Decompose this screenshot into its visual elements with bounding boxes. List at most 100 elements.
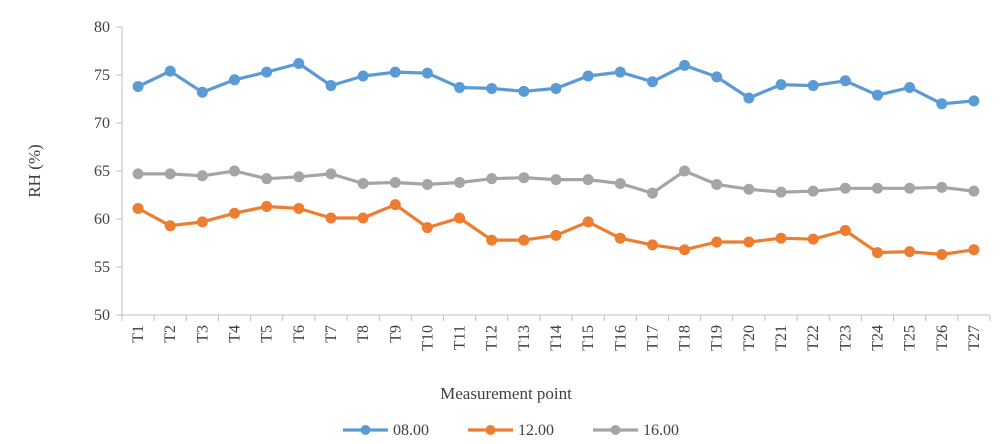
x-tick-label: T12 [484, 325, 501, 351]
data-point [775, 186, 787, 198]
data-point [421, 67, 433, 79]
legend-swatch-marker [360, 425, 371, 435]
data-point [196, 216, 208, 228]
data-point [582, 216, 594, 228]
x-axis-title: Measurement point [440, 384, 572, 403]
data-point [936, 181, 948, 193]
data-point [389, 66, 401, 78]
x-axis: T1 T2 T3 T4 T5 T6 T7 T8 T9 T10 T11 T12 T13 T14 T15 T16 T… [121, 314, 991, 351]
x-tick-label: T11 [452, 325, 469, 350]
data-point [871, 247, 883, 259]
data-point [582, 70, 594, 82]
data-point [904, 246, 916, 258]
x-tick-label: T17 [644, 325, 661, 351]
data-point [582, 174, 594, 186]
series-16.00 [132, 165, 980, 199]
data-point [261, 173, 273, 185]
x-tick-label: T1 [130, 325, 147, 343]
data-point [486, 82, 498, 94]
x-tick-label: T5 [259, 325, 276, 343]
x-tick-label: T6 [291, 325, 308, 343]
data-point [132, 81, 144, 93]
data-point [132, 168, 144, 180]
data-point [293, 171, 305, 183]
data-point [936, 98, 948, 110]
x-tick-label: T2 [162, 325, 179, 343]
x-tick-label: T16 [612, 325, 629, 351]
x-tick-label: T3 [194, 325, 211, 343]
legend-label: 12.00 [518, 422, 554, 439]
data-point [871, 182, 883, 194]
data-point [421, 222, 433, 234]
x-tick-label: T15 [580, 325, 597, 351]
y-tick-label: 80 [94, 19, 110, 36]
data-point [614, 66, 626, 78]
data-point [743, 92, 755, 104]
y-tick-label: 75 [94, 67, 110, 84]
x-tick-label: T20 [741, 325, 758, 351]
x-tick-label: T25 [902, 325, 919, 351]
x-tick-label: T24 [869, 325, 886, 351]
data-point [968, 244, 980, 256]
data-point [454, 177, 466, 189]
data-point [486, 234, 498, 246]
data-point [518, 234, 530, 246]
legend-label: 16.00 [643, 422, 679, 439]
data-point [357, 177, 369, 189]
data-point [550, 174, 562, 186]
data-point [936, 249, 948, 261]
y-tick-label: 50 [94, 307, 110, 324]
data-point [807, 80, 819, 92]
data-point [196, 86, 208, 98]
data-point [807, 233, 819, 245]
data-point [839, 225, 851, 237]
data-point [550, 82, 562, 94]
series-layer [132, 57, 980, 261]
series-12.00 [132, 199, 980, 261]
data-point [293, 202, 305, 214]
legend: 08.00 12.00 16.00 [343, 422, 679, 439]
data-point [743, 236, 755, 248]
x-tick-label: T8 [355, 325, 372, 343]
data-point [968, 95, 980, 107]
legend-item: 08.00 [343, 422, 429, 439]
data-point [261, 201, 273, 213]
data-point [743, 183, 755, 195]
data-point [711, 236, 723, 248]
data-point [807, 185, 819, 197]
data-point [454, 81, 466, 93]
legend-item: 12.00 [468, 422, 554, 439]
y-tick-label: 60 [94, 211, 110, 228]
data-point [614, 177, 626, 189]
data-point [679, 59, 691, 71]
data-point [325, 168, 337, 180]
x-tick-label: T19 [709, 325, 726, 351]
data-point [325, 80, 337, 92]
legend-label: 08.00 [393, 422, 429, 439]
legend-item: 16.00 [593, 422, 679, 439]
data-point [389, 199, 401, 211]
data-point [389, 177, 401, 189]
x-tick-label: T23 [837, 325, 854, 351]
legend-swatch-marker [610, 425, 621, 435]
x-tick-label: T27 [966, 325, 983, 351]
data-point [486, 173, 498, 185]
data-point [421, 178, 433, 190]
y-axis: 50 55 60 65 70 75 80 [94, 19, 123, 324]
y-tick-label: 70 [94, 115, 110, 132]
data-point [261, 66, 273, 78]
data-point [871, 89, 883, 101]
data-point [646, 76, 658, 88]
data-point [518, 85, 530, 97]
data-point [775, 232, 787, 244]
data-point [164, 65, 176, 77]
x-tick-label: T9 [387, 325, 404, 343]
x-tick-label: T4 [227, 325, 244, 343]
data-point [357, 70, 369, 82]
x-tick-label: T22 [805, 325, 822, 351]
data-point [968, 185, 980, 197]
data-point [550, 229, 562, 241]
x-tick-label: T10 [419, 325, 436, 351]
